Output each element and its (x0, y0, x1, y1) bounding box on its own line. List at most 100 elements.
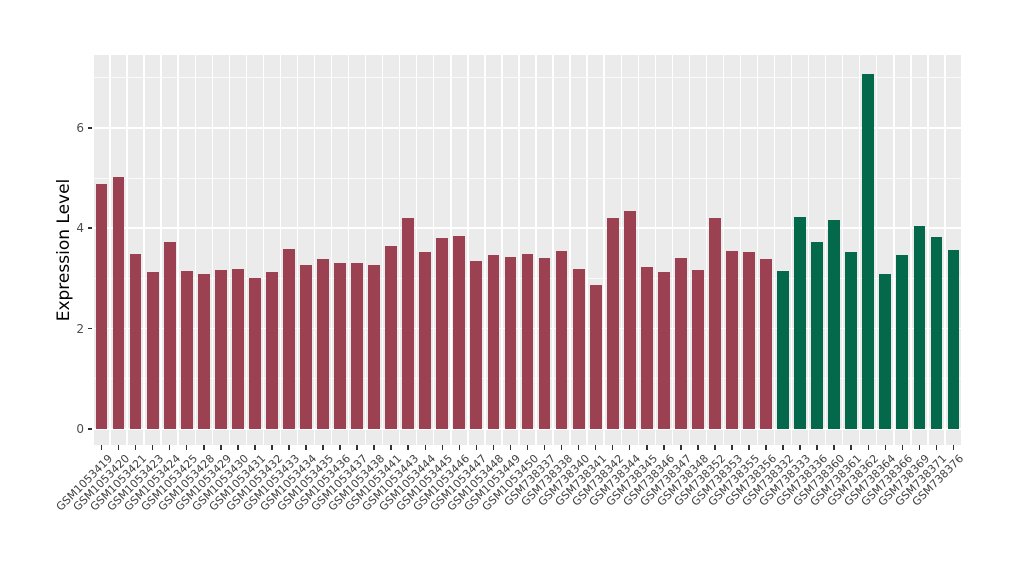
gridline-vertical (330, 55, 333, 445)
y-tick-mark (88, 428, 92, 430)
x-tick-mark (799, 445, 801, 450)
gridline-vertical (807, 55, 810, 445)
gridline-horizontal-major (93, 428, 962, 430)
gridline-vertical (92, 55, 94, 445)
x-tick-mark (407, 445, 409, 450)
bar-GSM1053450 (521, 253, 534, 429)
x-tick-mark (117, 445, 120, 450)
gridline-vertical (842, 55, 844, 445)
gridline-vertical (313, 55, 316, 445)
bar-GSM738346 (657, 271, 670, 429)
x-tick-mark (697, 445, 699, 450)
x-tick-mark (782, 445, 784, 450)
gridline-vertical (245, 55, 248, 445)
gridline-vertical (143, 55, 145, 445)
bar-GSM1053420 (112, 177, 125, 429)
x-tick-mark (884, 445, 887, 450)
bar-GSM738353 (726, 250, 738, 429)
y-tick-mark (88, 227, 92, 229)
bar-GSM1053443 (402, 218, 415, 429)
x-tick-mark (594, 445, 597, 450)
bar-GSM1053433 (283, 248, 295, 429)
x-tick-mark (168, 445, 171, 450)
gridline-vertical (893, 55, 895, 445)
bar-GSM738348 (691, 270, 704, 429)
x-tick-mark (237, 445, 239, 450)
gridline-vertical (364, 55, 367, 445)
gridline-vertical (552, 55, 554, 445)
gridline-vertical (569, 55, 571, 445)
gridline-vertical (722, 55, 725, 445)
gridline-vertical (279, 55, 282, 445)
gridline-vertical (194, 55, 196, 445)
gridline-vertical (773, 55, 776, 445)
x-tick-mark (628, 445, 631, 450)
gridline-vertical (416, 55, 418, 445)
x-tick-mark (952, 445, 955, 450)
gridline-vertical (927, 55, 929, 445)
bar-GSM738347 (674, 257, 687, 429)
gridline-vertical (467, 55, 469, 445)
gridline-vertical (739, 55, 742, 445)
gridline-vertical (109, 55, 111, 445)
bar-GSM1053436 (334, 262, 346, 429)
x-tick-mark (543, 445, 546, 450)
gridline-vertical (671, 55, 674, 445)
gridline-vertical (654, 55, 656, 445)
gridline-horizontal-major (93, 127, 962, 129)
bar-GSM1053441 (385, 245, 398, 429)
bar-GSM1053428 (197, 274, 210, 429)
bar-GSM1053429 (214, 270, 227, 429)
y-tick-label: 0 (76, 422, 84, 436)
bar-GSM738345 (640, 266, 653, 429)
x-tick-mark (526, 445, 529, 450)
bar-GSM738355 (743, 251, 755, 429)
bar-GSM1053448 (487, 254, 500, 429)
bar-GSM1053447 (470, 261, 483, 429)
bar-GSM738333 (794, 216, 807, 429)
gridline-vertical (347, 55, 350, 445)
bar-GSM738376 (947, 249, 960, 429)
x-tick-mark (151, 445, 154, 450)
x-tick-mark (322, 445, 324, 450)
x-tick-mark (577, 445, 580, 450)
x-tick-mark (356, 445, 358, 450)
y-tick-mark (88, 327, 92, 330)
x-tick-mark (748, 445, 750, 450)
bar-GSM738366 (896, 255, 909, 429)
bar-GSM738342 (606, 217, 619, 429)
gridline-vertical (518, 55, 520, 445)
bar-GSM738332 (777, 270, 789, 429)
bar-GSM738338 (555, 250, 568, 429)
bar-GSM1053423 (146, 271, 159, 429)
bar-GSM738369 (913, 225, 926, 429)
x-tick-mark (441, 445, 444, 450)
gridline-vertical (296, 55, 299, 445)
x-tick-mark (833, 445, 835, 450)
gridline-vertical (790, 55, 793, 445)
bar-GSM738361 (845, 252, 858, 429)
x-tick-mark (288, 445, 290, 450)
x-tick-mark (731, 445, 733, 450)
bar-GSM738362 (862, 73, 875, 429)
bar-GSM1053434 (300, 265, 312, 429)
gridline-vertical (399, 55, 401, 445)
gridline-vertical (228, 55, 230, 445)
x-tick-mark (646, 445, 648, 450)
bar-GSM738336 (811, 242, 824, 429)
y-axis-title: Expression Level (54, 178, 74, 322)
gridline-vertical (688, 55, 691, 445)
x-tick-mark (816, 445, 818, 450)
bar-GSM1053446 (453, 235, 466, 429)
x-tick-mark (390, 445, 392, 450)
gridline-horizontal-minor (93, 77, 962, 79)
x-tick-mark (458, 445, 461, 450)
bar-GSM738364 (879, 273, 892, 429)
x-tick-mark (339, 445, 341, 450)
gridline-vertical (586, 55, 588, 445)
x-tick-mark (714, 445, 716, 450)
gridline-vertical (262, 55, 265, 445)
x-tick-mark (935, 445, 938, 450)
x-tick-mark (203, 445, 205, 450)
